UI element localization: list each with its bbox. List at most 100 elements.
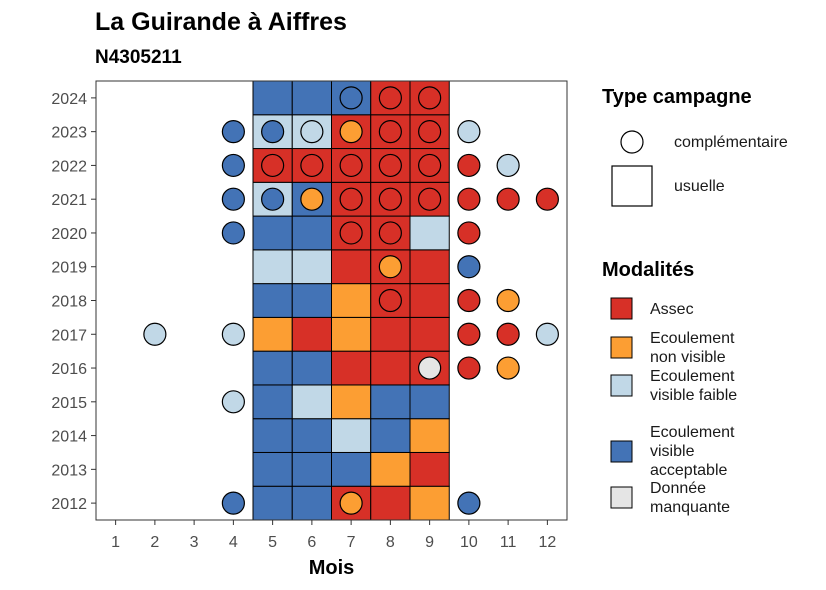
square-2016-7 (331, 350, 372, 386)
circle-2022-5 (261, 153, 285, 178)
circle-2022-11 (496, 153, 520, 178)
legend-modalites: Modalités Assec Ecoulement non visible E… (602, 259, 737, 516)
circle-2022-6 (300, 153, 324, 178)
circle-2020-4 (221, 221, 245, 245)
legend-type-campagne: Type campagne complémentaire usuelle (602, 86, 788, 207)
circle-2016-10 (457, 356, 481, 380)
square-2013-5 (252, 451, 293, 487)
square-2016-6 (291, 350, 332, 386)
x-axis-title: Mois (309, 557, 355, 579)
square-2020-9 (409, 215, 450, 251)
legend-type-title: Type campagne (602, 86, 752, 108)
square-2024-5 (252, 80, 293, 116)
square-2013-6 (291, 451, 332, 487)
legend-item-complementaire: complémentaire (610, 120, 788, 164)
square-2013-7 (331, 451, 372, 487)
circle-key-icon (620, 130, 644, 154)
y-tick-label: 2021 (51, 192, 87, 209)
y-tick-label: 2024 (51, 91, 87, 108)
square-2015-8 (370, 384, 411, 420)
square-2017-9 (409, 316, 450, 352)
legend-label-complementaire: complémentaire (674, 133, 788, 151)
complementaire-circles (143, 86, 559, 515)
square-2015-7 (331, 384, 372, 420)
circle-2021-12 (535, 187, 559, 211)
square-2014-6 (291, 418, 332, 453)
y-tick-label: 2019 (51, 260, 87, 277)
circle-2023-9 (418, 120, 442, 144)
circle-2024-9 (418, 86, 442, 110)
circle-2021-11 (496, 187, 520, 211)
square-2014-8 (370, 418, 411, 453)
circle-2020-7 (339, 221, 363, 245)
circle-2024-7 (339, 86, 363, 110)
x-tick-label: 10 (460, 534, 478, 551)
circle-2018-11 (496, 288, 520, 313)
legend-label-assec: Assec (650, 300, 694, 318)
square-2019-9 (409, 249, 450, 285)
legend-label-faible: Ecoulement visible faible (650, 368, 738, 404)
square-key-icon (611, 165, 653, 207)
assec-swatch (610, 297, 633, 320)
non-visible-swatch (610, 336, 633, 359)
x-tick-label: 5 (268, 534, 277, 551)
x-tick-label: 8 (386, 534, 395, 551)
circle-2017-12 (535, 322, 559, 346)
square-2020-5 (252, 215, 293, 251)
square-2018-5 (252, 283, 293, 318)
circle-2023-10 (457, 120, 481, 144)
circle-2022-4 (221, 153, 245, 178)
y-tick-label: 2022 (51, 158, 87, 175)
square-2012-6 (291, 485, 332, 521)
manquante-swatch (610, 486, 633, 509)
square-2016-5 (252, 350, 293, 386)
circle-2021-10 (457, 187, 481, 211)
usuelle-squares (252, 80, 450, 521)
legend-label-manquante: Donnée manquante (650, 480, 731, 516)
y-tick-label: 2015 (51, 395, 87, 412)
circle-2022-8 (378, 153, 402, 178)
legend-label-usuelle: usuelle (674, 177, 725, 195)
circle-2019-10 (457, 255, 481, 279)
circle-2018-8 (378, 288, 402, 313)
x-tick-label: 3 (190, 534, 199, 551)
circle-2016-9 (418, 356, 442, 380)
acceptable-swatch (610, 440, 633, 462)
y-tick-label: 2013 (51, 462, 87, 479)
circle-2023-8 (378, 120, 402, 144)
square-2014-9 (409, 418, 450, 453)
square-2013-9 (409, 451, 450, 487)
circle-2015-4 (221, 390, 245, 414)
circle-2021-6 (300, 187, 324, 211)
circle-2020-10 (457, 221, 481, 245)
circle-2012-7 (339, 491, 363, 515)
circle-2023-6 (300, 120, 324, 144)
square-2024-6 (291, 80, 332, 116)
square-2017-8 (370, 316, 411, 352)
y-tick-label: 2020 (51, 226, 87, 243)
circle-2018-10 (457, 288, 481, 313)
square-2012-9 (409, 485, 450, 521)
y-axis: 2012 2013 2014 2015 2016 2017 2018 2019 2020 2021… (51, 91, 96, 513)
circle-2024-8 (378, 86, 402, 110)
square-2017-7 (331, 316, 372, 352)
chart-title: La Guirande à Aiffres (95, 8, 347, 36)
circle-2022-10 (457, 153, 481, 178)
square-2018-7 (331, 283, 372, 318)
x-tick-label: 4 (229, 534, 238, 551)
square-2019-7 (331, 249, 372, 285)
y-tick-label: 2023 (51, 125, 87, 142)
square-2015-9 (409, 384, 450, 420)
x-tick-label: 1 (111, 534, 120, 551)
circle-2017-10 (457, 322, 481, 346)
circle-2021-5 (261, 187, 285, 211)
legend-modalites-title: Modalités (602, 259, 695, 281)
circle-2012-4 (221, 491, 245, 515)
y-tick-label: 2017 (51, 327, 87, 344)
legend-item-ecoulement-visible-faible: Ecoulement visible faible (610, 367, 750, 405)
circle-2017-4 (221, 322, 245, 346)
legend-item-usuelle: usuelle (610, 164, 725, 208)
x-tick-label: 2 (150, 534, 159, 551)
legend-label-acceptable: Ecoulement visible acceptable (650, 424, 735, 479)
legend-item-assec: Assec (610, 297, 760, 321)
